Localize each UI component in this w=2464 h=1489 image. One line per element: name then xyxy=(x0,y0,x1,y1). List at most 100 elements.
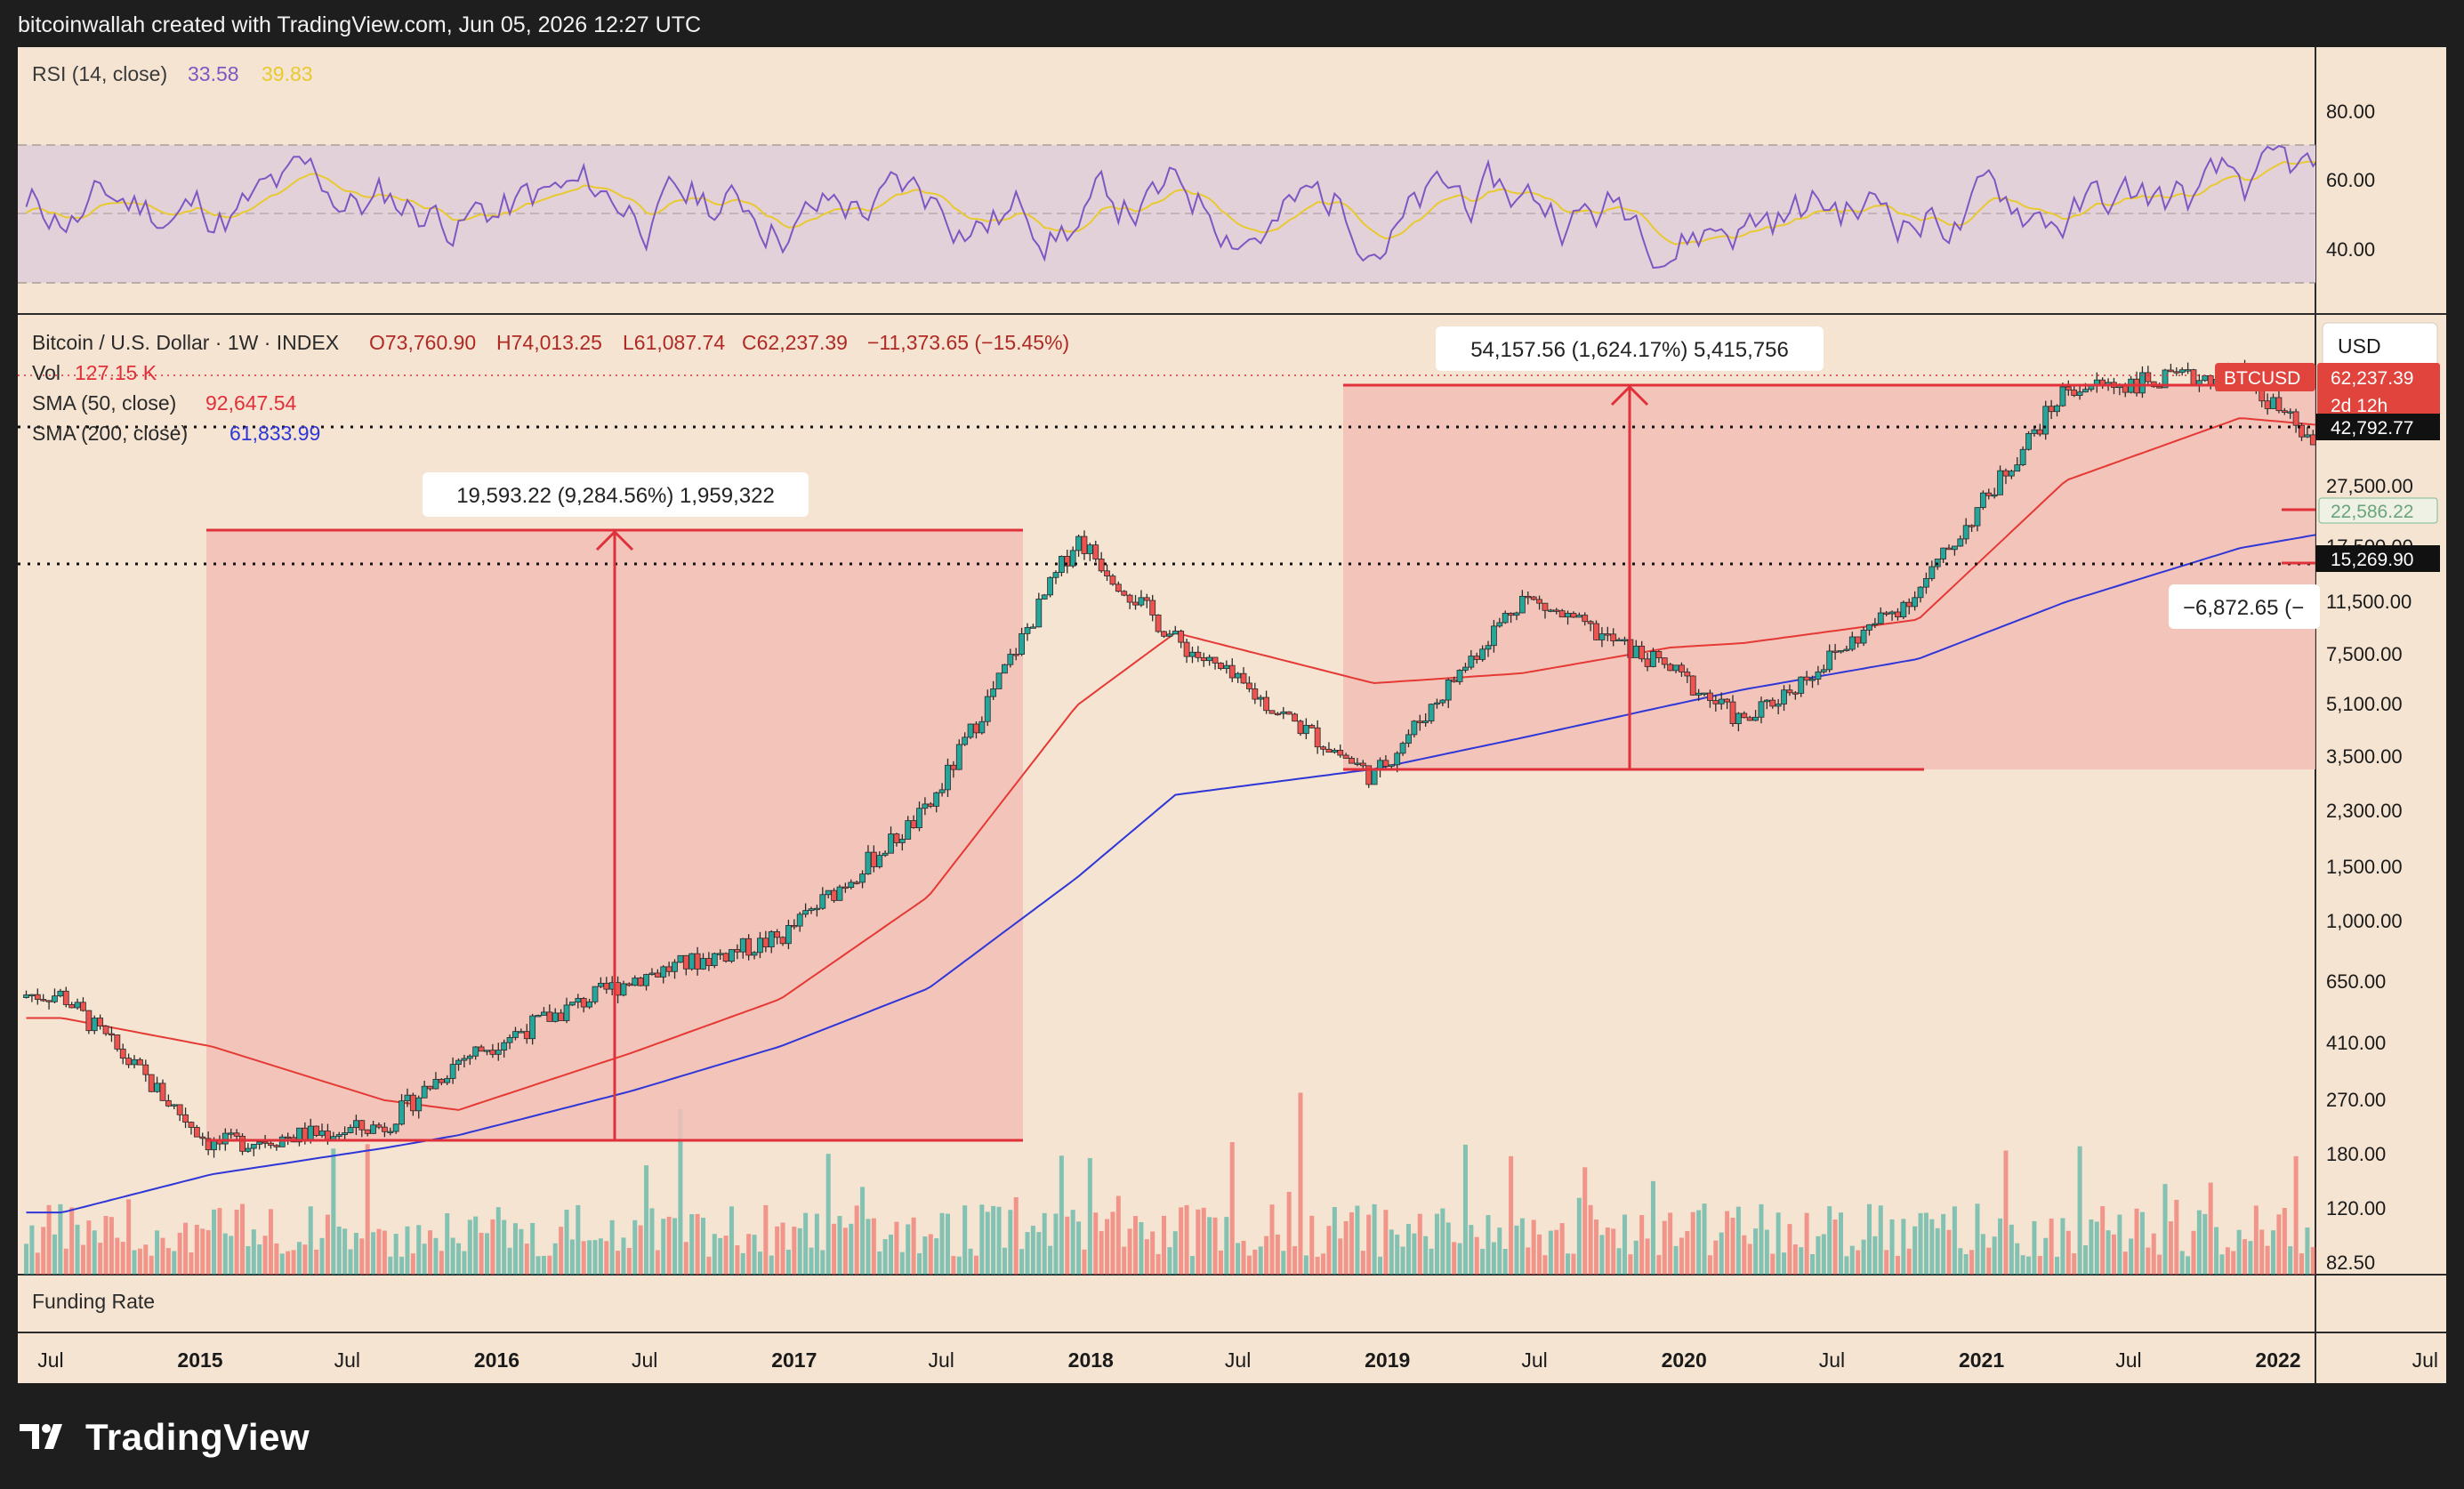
volume-bar xyxy=(775,1226,780,1275)
volume-bar xyxy=(1236,1243,1241,1275)
volume-bar xyxy=(240,1203,246,1275)
volume-bar xyxy=(1474,1236,1479,1275)
volume-bar xyxy=(456,1243,462,1275)
volume-bar xyxy=(825,1154,831,1275)
range1-label: 19,593.22 (9,284.56%) 1,959,322 xyxy=(456,484,775,508)
sma200-label: SMA (200, close) xyxy=(32,422,188,445)
candle xyxy=(1149,594,1156,622)
candle xyxy=(586,998,593,1010)
volume-bar xyxy=(405,1226,410,1275)
volume-bar xyxy=(2174,1199,2179,1275)
candle xyxy=(796,912,803,932)
candle xyxy=(751,951,758,960)
volume-bar xyxy=(1969,1250,1975,1275)
volume-bar xyxy=(1366,1214,1372,1275)
volume-bar xyxy=(860,1187,866,1275)
candle xyxy=(1900,600,1907,619)
volume-bar xyxy=(1133,1216,1139,1275)
candle xyxy=(415,1095,423,1119)
chart-svg[interactable]: RSI (14, close) 33.58 39.83 80.00 60.00 … xyxy=(18,47,2446,1383)
volume-bar xyxy=(439,1251,444,1275)
volume-bar xyxy=(80,1244,85,1275)
volume-bar xyxy=(2179,1251,2185,1275)
volume-bar xyxy=(274,1243,279,1275)
volume-bar xyxy=(177,1232,182,1275)
candle xyxy=(74,998,81,1010)
volume-bar xyxy=(683,1242,688,1275)
candle xyxy=(2327,455,2332,466)
candle xyxy=(1246,676,1252,693)
volume-bar xyxy=(877,1251,882,1275)
ohlc-change: −11,373.65 (−15.45%) xyxy=(867,331,1069,354)
candle xyxy=(688,953,696,971)
candle xyxy=(1434,698,1440,709)
candle xyxy=(978,716,986,735)
candle xyxy=(313,1125,320,1138)
volume-bar xyxy=(2390,1205,2395,1275)
volume-bar xyxy=(1685,1231,1690,1275)
candle xyxy=(1809,675,1816,688)
candle xyxy=(814,905,820,917)
candle xyxy=(1302,718,1309,740)
candle xyxy=(1155,614,1162,633)
level-high-badge xyxy=(2315,414,2440,440)
volume-bar xyxy=(143,1244,149,1275)
volume-bar xyxy=(1838,1212,1843,1275)
volume-bar xyxy=(661,1219,666,1275)
candle xyxy=(2333,458,2339,472)
volume-bar xyxy=(752,1235,757,1275)
volume-bar xyxy=(1440,1208,1445,1275)
candle xyxy=(1178,629,1185,648)
price-tick: 1,000.00 xyxy=(2326,910,2403,932)
volume-bar xyxy=(2134,1208,2139,1275)
volume-bar xyxy=(729,1206,734,1275)
candle xyxy=(1206,654,1213,666)
volume-bar xyxy=(155,1230,160,1275)
volume-bar xyxy=(194,1224,199,1275)
volume-bar xyxy=(939,1212,945,1275)
volume-bar xyxy=(2259,1229,2265,1275)
candle xyxy=(2059,382,2066,407)
candle xyxy=(1382,755,1389,771)
candle xyxy=(1513,611,1520,621)
volume-bar xyxy=(29,1225,35,1275)
volume-bar xyxy=(1799,1247,1804,1275)
volume-bar xyxy=(809,1247,814,1275)
time-label: Jul xyxy=(632,1348,657,1372)
volume-bar xyxy=(165,1248,171,1275)
volume-bar xyxy=(183,1222,189,1275)
volume-bar xyxy=(1405,1223,1411,1275)
volume-bar xyxy=(1486,1215,1491,1275)
candle xyxy=(358,1119,366,1138)
candle xyxy=(1320,745,1326,756)
volume-bar xyxy=(763,1204,769,1275)
volume-bar xyxy=(2436,1237,2440,1275)
currency-button-label[interactable]: USD xyxy=(2338,334,2381,358)
candle xyxy=(1923,572,1929,594)
volume-bar xyxy=(1400,1246,1405,1275)
candle xyxy=(1195,646,1202,663)
last-price-badge xyxy=(2317,363,2440,423)
candle xyxy=(1826,644,1833,673)
volume-bar xyxy=(1725,1211,1730,1275)
volume-bar xyxy=(1878,1205,1883,1275)
volume-bar xyxy=(1099,1231,1104,1275)
volume-bar xyxy=(348,1249,353,1275)
volume-bar xyxy=(1542,1255,1548,1275)
volume-bar xyxy=(2271,1230,2276,1275)
volume-bar xyxy=(502,1219,507,1275)
candle xyxy=(535,1014,542,1018)
sma200-value: 61,833.99 xyxy=(229,422,320,445)
volume-bar xyxy=(1469,1225,1474,1275)
candle xyxy=(1349,756,1355,764)
volume-bar xyxy=(535,1256,541,1275)
candle xyxy=(2430,533,2436,536)
volume-bar xyxy=(820,1250,825,1275)
candle xyxy=(1047,575,1053,598)
volume-bar xyxy=(649,1208,655,1275)
volume-bar xyxy=(1559,1223,1565,1275)
time-axis[interactable]: Jul 2015 Jul 2016 Jul 2017 Jul 2018 Jul 2019 Jul 20… xyxy=(37,1348,2438,1372)
price-axis[interactable]: 27,500.00 17,500.00 11,500.00 7,500.00 5… xyxy=(2326,475,2413,1274)
volume-bar xyxy=(200,1228,205,1275)
candle xyxy=(1940,547,1947,563)
